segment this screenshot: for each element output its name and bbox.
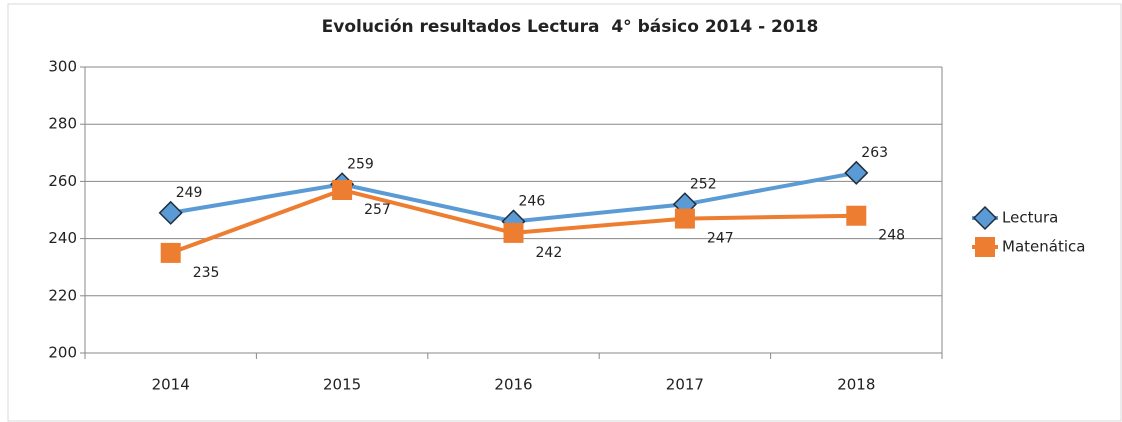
y-tick-label: 300 bbox=[48, 58, 77, 76]
legend-label: Matenática bbox=[1002, 238, 1085, 256]
data-label: 257 bbox=[364, 202, 391, 218]
data-label: 246 bbox=[519, 193, 546, 209]
data-label: 247 bbox=[707, 231, 734, 247]
x-tick-label: 2015 bbox=[323, 376, 361, 394]
marker bbox=[332, 179, 353, 200]
marker bbox=[158, 200, 183, 225]
marker bbox=[160, 242, 181, 263]
data-label: 235 bbox=[193, 265, 220, 281]
marker bbox=[846, 205, 867, 226]
chart-frame bbox=[7, 3, 1122, 422]
legend-label: Lectura bbox=[1002, 209, 1058, 227]
marker bbox=[844, 160, 869, 185]
x-tick-label: 2016 bbox=[494, 376, 532, 394]
legend-marker bbox=[972, 205, 998, 231]
data-label: 252 bbox=[690, 176, 717, 192]
y-tick-label: 280 bbox=[48, 115, 77, 133]
data-label: 242 bbox=[536, 245, 563, 261]
y-tick-label: 200 bbox=[48, 344, 77, 362]
chart-title: Evolución resultados Lectura 4° básico 2… bbox=[322, 17, 819, 37]
marker bbox=[503, 222, 524, 243]
x-tick-label: 2017 bbox=[666, 376, 704, 394]
data-label: 249 bbox=[176, 185, 203, 201]
y-tick-label: 240 bbox=[48, 229, 77, 247]
y-tick-label: 260 bbox=[48, 172, 77, 190]
legend-marker bbox=[975, 237, 995, 257]
data-label: 248 bbox=[878, 228, 905, 244]
data-label: 259 bbox=[347, 156, 374, 172]
x-tick-label: 2018 bbox=[837, 376, 875, 394]
x-tick-label: 2014 bbox=[152, 376, 190, 394]
data-label: 263 bbox=[861, 145, 888, 161]
marker bbox=[674, 208, 695, 229]
y-tick-label: 220 bbox=[48, 286, 77, 304]
